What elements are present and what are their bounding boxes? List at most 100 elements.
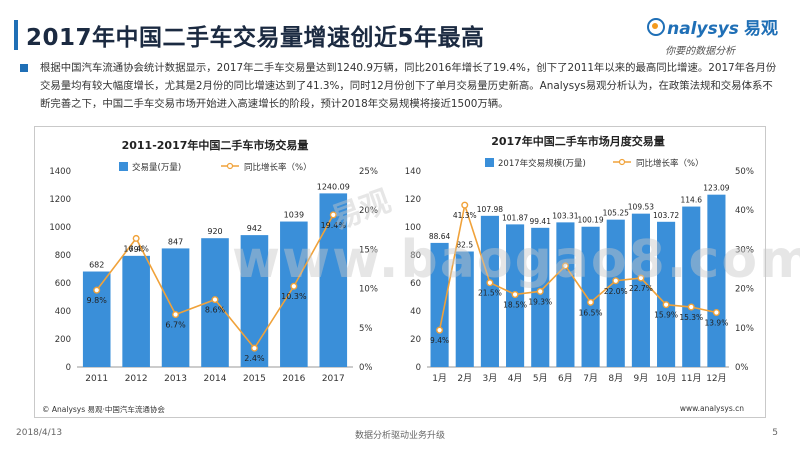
x-tick-label: 6月 <box>558 373 573 384</box>
bar <box>631 213 650 367</box>
growth-value-label: 9.4% <box>430 336 449 345</box>
footer-slogan: 数据分析驱动业务升级 <box>354 431 445 441</box>
bar <box>82 271 111 367</box>
x-tick-label: 7月 <box>583 373 598 384</box>
growth-point <box>132 234 140 242</box>
x-tick-label: 2017 <box>322 374 345 384</box>
bar-value-label: 88.64 <box>429 232 451 241</box>
growth-value-label: 10.3% <box>281 292 307 301</box>
bar-value-label: 123.09 <box>703 184 729 193</box>
bar-value-label: 101.87 <box>502 213 528 222</box>
growth-point <box>612 277 620 285</box>
logo-mark-icon <box>647 18 666 36</box>
growth-value-label: 18.5% <box>503 300 527 309</box>
y-tick-label: 400 <box>55 307 71 317</box>
growth-point <box>536 287 544 295</box>
growth-point <box>329 211 337 219</box>
growth-point <box>561 262 569 270</box>
bar-value-label: 114.6 <box>681 196 703 205</box>
bar <box>161 248 190 367</box>
growth-point <box>250 344 258 352</box>
bar <box>430 242 449 367</box>
x-tick-label: 3月 <box>483 373 498 384</box>
y2-tick-label: 50% <box>735 167 754 177</box>
page-title: 2017年中国二手车交易量增速创近5年最高 <box>26 25 485 51</box>
x-tick-label: 1月 <box>432 373 447 384</box>
growth-value-label: 6.7% <box>165 320 186 329</box>
bar <box>606 219 625 367</box>
bar-value-label: 100.19 <box>577 216 603 225</box>
bar-value-label: 82.5 <box>456 241 473 250</box>
bar-value-label: 847 <box>168 237 183 246</box>
bar-value-label: 99.41 <box>530 217 552 226</box>
bar-value-label: 942 <box>247 224 262 233</box>
bar-value-label: 109.53 <box>628 203 654 212</box>
growth-point <box>436 326 444 334</box>
x-tick-label: 2015 <box>243 374 266 384</box>
y2-tick-label: 0% <box>359 363 373 373</box>
y2-tick-label: 30% <box>735 245 754 255</box>
bar-value-label: 107.98 <box>477 205 503 214</box>
growth-point <box>587 298 595 306</box>
y2-tick-label: 40% <box>735 206 754 216</box>
bar <box>682 206 701 367</box>
growth-value-label: 8.6% <box>205 306 226 315</box>
y-tick-label: 120 <box>405 195 421 205</box>
source-note: © Analysys 易观·中国汽车流通协会 <box>42 405 165 414</box>
growth-point <box>461 201 469 209</box>
growth-value-label: 22.0% <box>604 287 628 296</box>
growth-point <box>290 282 298 290</box>
growth-point <box>172 310 180 318</box>
y-tick-label: 80 <box>410 251 421 261</box>
legend-marker-line <box>618 158 626 166</box>
x-tick-label: 10月 <box>656 373 676 384</box>
x-tick-label: 9月 <box>634 373 649 384</box>
description-text: 根据中国汽车流通协会统计数据显示，2017年二手车交易量达到1240.9万辆，同… <box>40 62 777 110</box>
bar-value-label: 1039 <box>284 211 304 220</box>
bar <box>319 193 348 367</box>
bar-value-label: 103.31 <box>552 211 578 220</box>
growth-value-label: 19.3% <box>528 297 552 306</box>
legend-label-line: 同比增长率（%） <box>636 158 704 169</box>
y-tick-label: 20 <box>410 335 421 345</box>
growth-point <box>662 301 670 309</box>
y-tick-label: 200 <box>55 335 71 345</box>
x-tick-label: 2014 <box>204 374 227 384</box>
growth-point <box>712 309 720 317</box>
growth-value-label: 16.5% <box>579 308 603 317</box>
bar-value-label: 794 <box>129 245 144 254</box>
bar <box>280 221 308 367</box>
y2-tick-label: 10% <box>359 285 378 295</box>
growth-value-label: 22.7% <box>629 284 653 293</box>
legend-label-line: 同比增长率（%） <box>244 162 312 173</box>
page-number: 5 <box>772 428 778 438</box>
y-tick-label: 1400 <box>49 167 71 177</box>
y-tick-label: 140 <box>405 167 421 177</box>
website-note: www.analysys.cn <box>679 404 744 413</box>
legend-label-bar: 2017年交易规模(万量) <box>498 158 586 169</box>
bar <box>531 227 550 367</box>
y2-tick-label: 10% <box>735 324 754 334</box>
bar-value-label: 920 <box>207 227 222 236</box>
bar-value-label: 105.25 <box>603 209 629 218</box>
y-tick-label: 0 <box>416 363 421 373</box>
y2-tick-label: 20% <box>735 285 754 295</box>
legend-marker-line <box>226 162 234 170</box>
footer-date: 2018/4/13 <box>16 428 63 438</box>
y2-tick-label: 5% <box>359 324 373 334</box>
x-tick-label: 2月 <box>457 373 472 384</box>
growth-point <box>637 274 645 282</box>
bullet-square-icon <box>20 64 28 72</box>
y-tick-label: 1200 <box>49 195 71 205</box>
legend-label-bar: 交易量(万量) <box>132 162 181 173</box>
x-tick-label: 11月 <box>681 373 701 384</box>
growth-point <box>511 290 519 298</box>
bar <box>581 226 600 367</box>
bar <box>556 222 575 367</box>
chart-panel: 2011-2017年中国二手车市场交易量 交易量(万量) 同比增长率（%） 0 200 4… <box>34 126 766 418</box>
analysys-logo: nalysys 易观 你要的数据分析 <box>647 14 778 58</box>
growth-line <box>438 201 717 331</box>
bar-value-label: 1240.09 <box>317 182 350 191</box>
y-tick-label: 100 <box>405 223 421 233</box>
